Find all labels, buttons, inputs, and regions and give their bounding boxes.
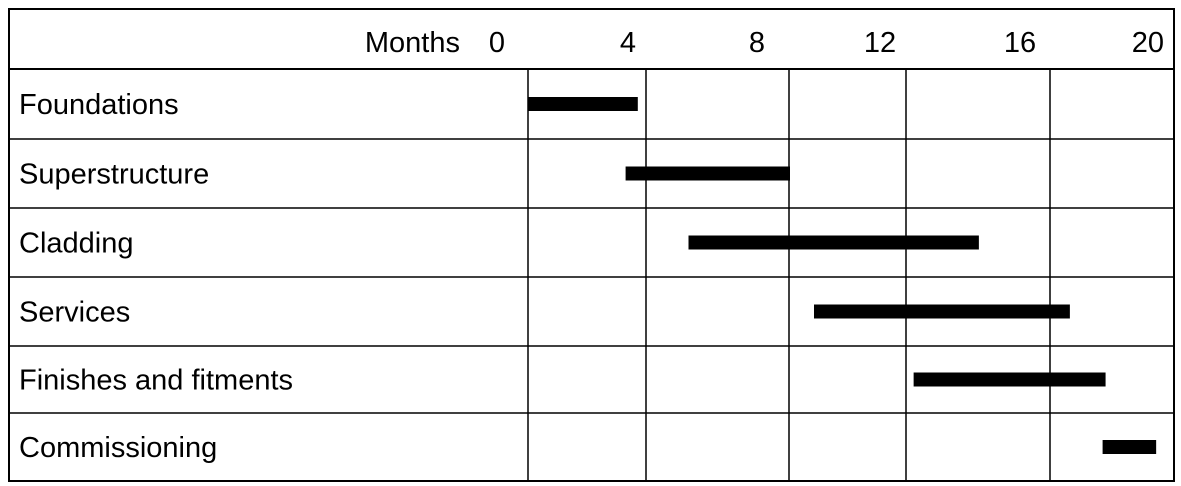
tick-label: 4 (620, 27, 636, 59)
task-label: Foundations (19, 89, 179, 121)
tick-label: 0 (489, 27, 505, 59)
task-bar (913, 372, 1106, 387)
task-bars (528, 97, 1157, 454)
task-bar (688, 235, 979, 250)
task-bar (814, 304, 1070, 319)
outer-border (8, 8, 1175, 482)
task-bar (625, 166, 790, 181)
axis-title: Months (365, 27, 460, 59)
task-label: Finishes and fitments (19, 365, 293, 397)
tick-label: 8 (749, 27, 765, 59)
tick-label: 12 (864, 27, 896, 59)
task-label: Services (19, 297, 130, 329)
task-labels: Foundations Superstructure Cladding Service… (19, 89, 293, 464)
grid-lines (645, 69, 1051, 481)
task-bar (528, 97, 638, 111)
task-label: Commissioning (19, 432, 217, 464)
chart-frame (8, 8, 1175, 482)
task-label: Superstructure (19, 159, 209, 191)
header-row: Months (365, 27, 460, 59)
tick-label: 16 (1004, 27, 1036, 59)
tick-label: 20 (1132, 27, 1164, 59)
tick-labels: 0 4 8 12 16 20 (489, 27, 1164, 59)
task-label: Cladding (19, 228, 133, 260)
task-bar (1102, 440, 1157, 454)
